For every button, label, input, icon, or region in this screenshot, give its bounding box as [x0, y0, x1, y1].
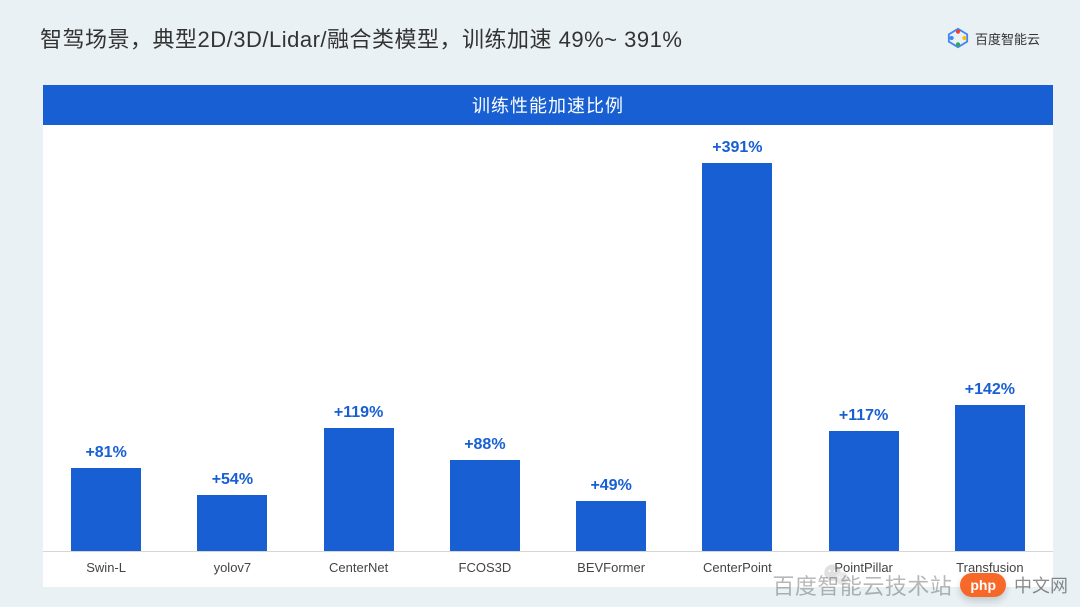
x-axis-label: CenterPoint — [674, 552, 800, 587]
bar-value-label: +81% — [85, 444, 126, 462]
chart-x-axis: Swin-Lyolov7CenterNetFCOS3DBEVFormerCent… — [43, 551, 1053, 587]
bar-rect — [829, 431, 899, 552]
bar-value-label: +54% — [212, 471, 253, 489]
bar-slot: +81% — [43, 139, 169, 551]
bar-value-label: +142% — [965, 381, 1015, 399]
bar-rect — [197, 495, 267, 551]
bar-value-label: +391% — [712, 139, 762, 157]
x-axis-label: FCOS3D — [422, 552, 548, 587]
bar-slot: +54% — [169, 139, 295, 551]
brand-logo: 百度智能云 — [947, 27, 1040, 49]
bar-slot: +142% — [927, 139, 1053, 551]
bar-value-label: +49% — [590, 477, 631, 495]
bar-slot: +391% — [674, 139, 800, 551]
page-header: 智驾场景，典型2D/3D/Lidar/融合类模型，训练加速 49%~ 391% … — [40, 22, 1040, 54]
chart-card: 训练性能加速比例 +81% +54% +119% +88% +49% +391% +117%… — [43, 85, 1053, 587]
bar-slot: +119% — [296, 139, 422, 551]
x-axis-label: Transfusion — [927, 552, 1053, 587]
x-axis-label: BEVFormer — [548, 552, 674, 587]
chart-plot-area: +81% +54% +119% +88% +49% +391% +117% +142% Swi… — [43, 123, 1053, 587]
x-axis-label: PointPillar — [801, 552, 927, 587]
logo-text: 百度智能云 — [975, 29, 1040, 48]
x-axis-label: CenterNet — [296, 552, 422, 587]
bar-slot: +49% — [548, 139, 674, 551]
chart-title: 训练性能加速比例 — [43, 85, 1053, 125]
bar-rect — [955, 405, 1025, 551]
bar-rect — [71, 468, 141, 551]
bar-slot: +88% — [422, 139, 548, 551]
bar-rect — [702, 163, 772, 551]
bar-slot: +117% — [801, 139, 927, 551]
bar-rect — [450, 460, 520, 551]
x-axis-label: Swin-L — [43, 552, 169, 587]
bar-rect — [324, 428, 394, 551]
bar-value-label: +88% — [464, 436, 505, 454]
x-axis-label: yolov7 — [169, 552, 295, 587]
page-title: 智驾场景，典型2D/3D/Lidar/融合类模型，训练加速 49%~ 391% — [40, 22, 682, 54]
bar-value-label: +119% — [334, 404, 383, 422]
bar-rect — [576, 501, 646, 551]
bar-value-label: +117% — [839, 407, 888, 425]
chart-bars: +81% +54% +119% +88% +49% +391% +117% +142% — [43, 139, 1053, 551]
logo-icon — [947, 27, 969, 49]
